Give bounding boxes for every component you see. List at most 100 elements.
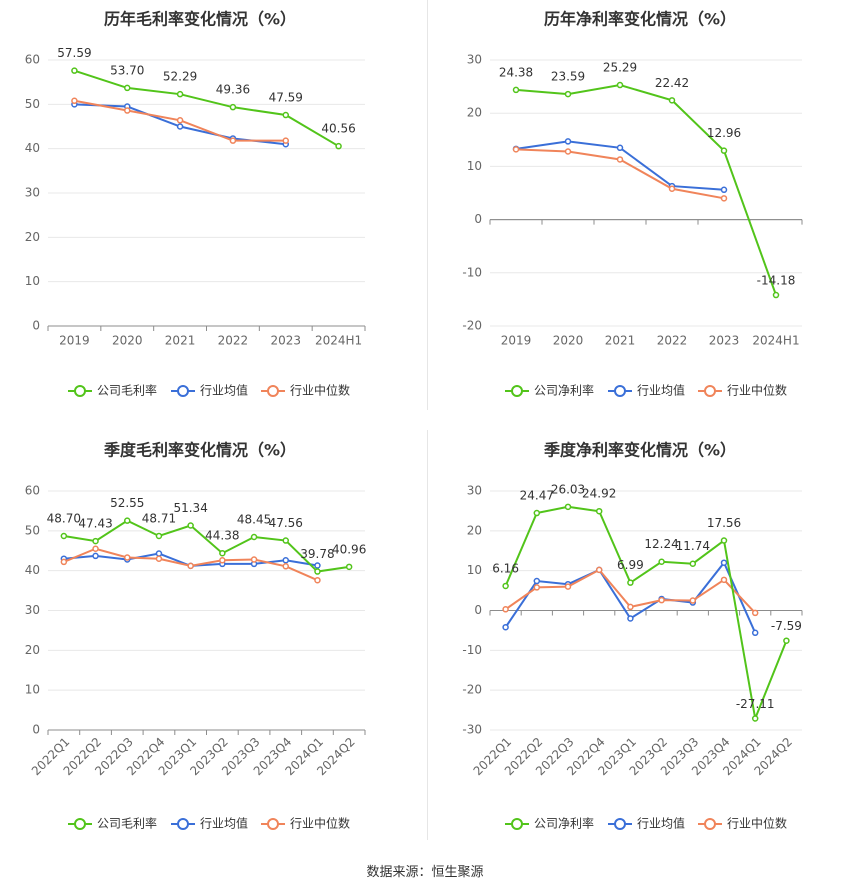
- data-point: [783, 637, 790, 644]
- data-point: [335, 142, 342, 150]
- data-point: [595, 566, 603, 574]
- legend-marker: [704, 818, 716, 830]
- x-tick-label: 2019: [501, 334, 532, 348]
- vertical-divider-bottom: [427, 430, 428, 840]
- legend-label: 行业均值: [637, 816, 685, 831]
- y-tick-label: 60: [25, 53, 40, 67]
- data-point: [219, 549, 226, 557]
- data-point: [751, 715, 759, 722]
- y-tick-label: 10: [467, 159, 482, 173]
- data-point: [720, 576, 728, 584]
- y-tick-label: 0: [32, 319, 40, 333]
- y-tick-label: 20: [467, 523, 482, 537]
- chart-3: 季度毛利率变化情况（%）01020304050602022Q12022Q2202…: [25, 441, 367, 831]
- data-point: [689, 560, 697, 567]
- series-line: [74, 69, 340, 148]
- data-label: 51.34: [173, 501, 207, 515]
- data-label: 47.59: [269, 91, 303, 105]
- legend-label: 公司毛利率: [97, 383, 157, 398]
- y-tick-label: 10: [25, 274, 40, 288]
- chart-title: 季度毛利率变化情况（%）: [103, 441, 296, 460]
- legend-label: 行业均值: [637, 383, 685, 398]
- data-point: [627, 615, 634, 622]
- data-label: 47.56: [269, 516, 303, 530]
- legend-marker: [614, 818, 626, 830]
- data-point: [502, 582, 509, 590]
- data-label: 48.70: [47, 512, 81, 526]
- legend-label: 行业均值: [200, 383, 248, 398]
- data-label: 40.96: [332, 542, 366, 556]
- data-point: [533, 577, 541, 585]
- x-tick-label: 2021: [165, 334, 196, 348]
- data-point: [176, 90, 184, 98]
- data-point: [92, 545, 99, 553]
- data-label: 39.78: [300, 547, 334, 561]
- series-line: [63, 519, 350, 573]
- series-line: [504, 560, 757, 634]
- y-tick-label: 30: [467, 484, 482, 498]
- data-point: [627, 579, 634, 586]
- data-point: [124, 554, 131, 561]
- data-point: [512, 146, 520, 153]
- legend-label: 公司净利率: [534, 383, 594, 398]
- data-point: [71, 67, 78, 74]
- data-point: [71, 97, 78, 105]
- data-point: [533, 509, 541, 517]
- data-point: [564, 90, 572, 98]
- legend-marker: [74, 385, 86, 397]
- y-tick-label: 0: [474, 603, 482, 617]
- data-point: [345, 563, 353, 571]
- legend-label: 行业中位数: [290, 383, 350, 398]
- legend-label: 行业中位数: [727, 383, 787, 398]
- data-label: 48.45: [237, 513, 271, 527]
- data-point: [155, 555, 163, 562]
- legend-label: 公司毛利率: [97, 816, 157, 831]
- data-label: 25.29: [603, 61, 637, 75]
- legend-label: 行业均值: [200, 816, 248, 831]
- x-tick-label: 2020: [553, 334, 584, 348]
- legend-label: 行业中位数: [727, 816, 787, 831]
- data-point: [668, 185, 676, 192]
- y-tick-label: -30: [462, 723, 482, 737]
- legend-marker: [704, 385, 716, 397]
- legend-marker: [177, 818, 189, 830]
- data-point: [772, 291, 780, 299]
- data-point: [314, 576, 321, 584]
- data-point: [616, 144, 624, 152]
- data-point: [124, 517, 131, 524]
- data-point: [658, 558, 665, 565]
- data-label: 47.43: [78, 517, 112, 531]
- y-tick-label: 30: [25, 186, 40, 200]
- legend-marker: [511, 385, 523, 397]
- data-point: [124, 107, 131, 114]
- chart-2: 历年净利率变化情况（%） -20 -10 0 10 20 30 2019 2020 2021 202…: [462, 10, 803, 398]
- data-label: 57.59: [57, 46, 91, 60]
- data-label: -14.18: [757, 274, 796, 288]
- legend-label: 公司净利率: [534, 816, 594, 831]
- y-tick-label: 30: [467, 53, 482, 67]
- x-tick-label: 2024H1: [315, 334, 362, 348]
- x-tick-label: 2022: [657, 334, 688, 348]
- data-point: [124, 84, 131, 92]
- data-label: 17.56: [707, 516, 741, 530]
- legend-marker: [267, 385, 279, 397]
- y-tick-label: 20: [467, 106, 482, 120]
- data-point: [187, 522, 194, 529]
- data-label: 24.38: [499, 65, 533, 79]
- data-label: 49.36: [216, 83, 250, 97]
- chart-title: 历年毛利率变化情况（%）: [104, 10, 296, 29]
- data-point: [751, 609, 759, 617]
- data-point: [250, 556, 258, 563]
- data-point: [689, 597, 697, 604]
- data-point: [720, 186, 728, 194]
- legend-marker: [74, 818, 86, 830]
- x-tick-label: 2019: [59, 334, 90, 348]
- data-point: [282, 111, 289, 119]
- data-label: 6.99: [617, 558, 644, 572]
- data-label: 24.92: [582, 487, 616, 501]
- data-point: [229, 103, 237, 111]
- data-point: [751, 629, 759, 637]
- data-label: -7.59: [771, 619, 802, 633]
- data-point: [282, 537, 289, 544]
